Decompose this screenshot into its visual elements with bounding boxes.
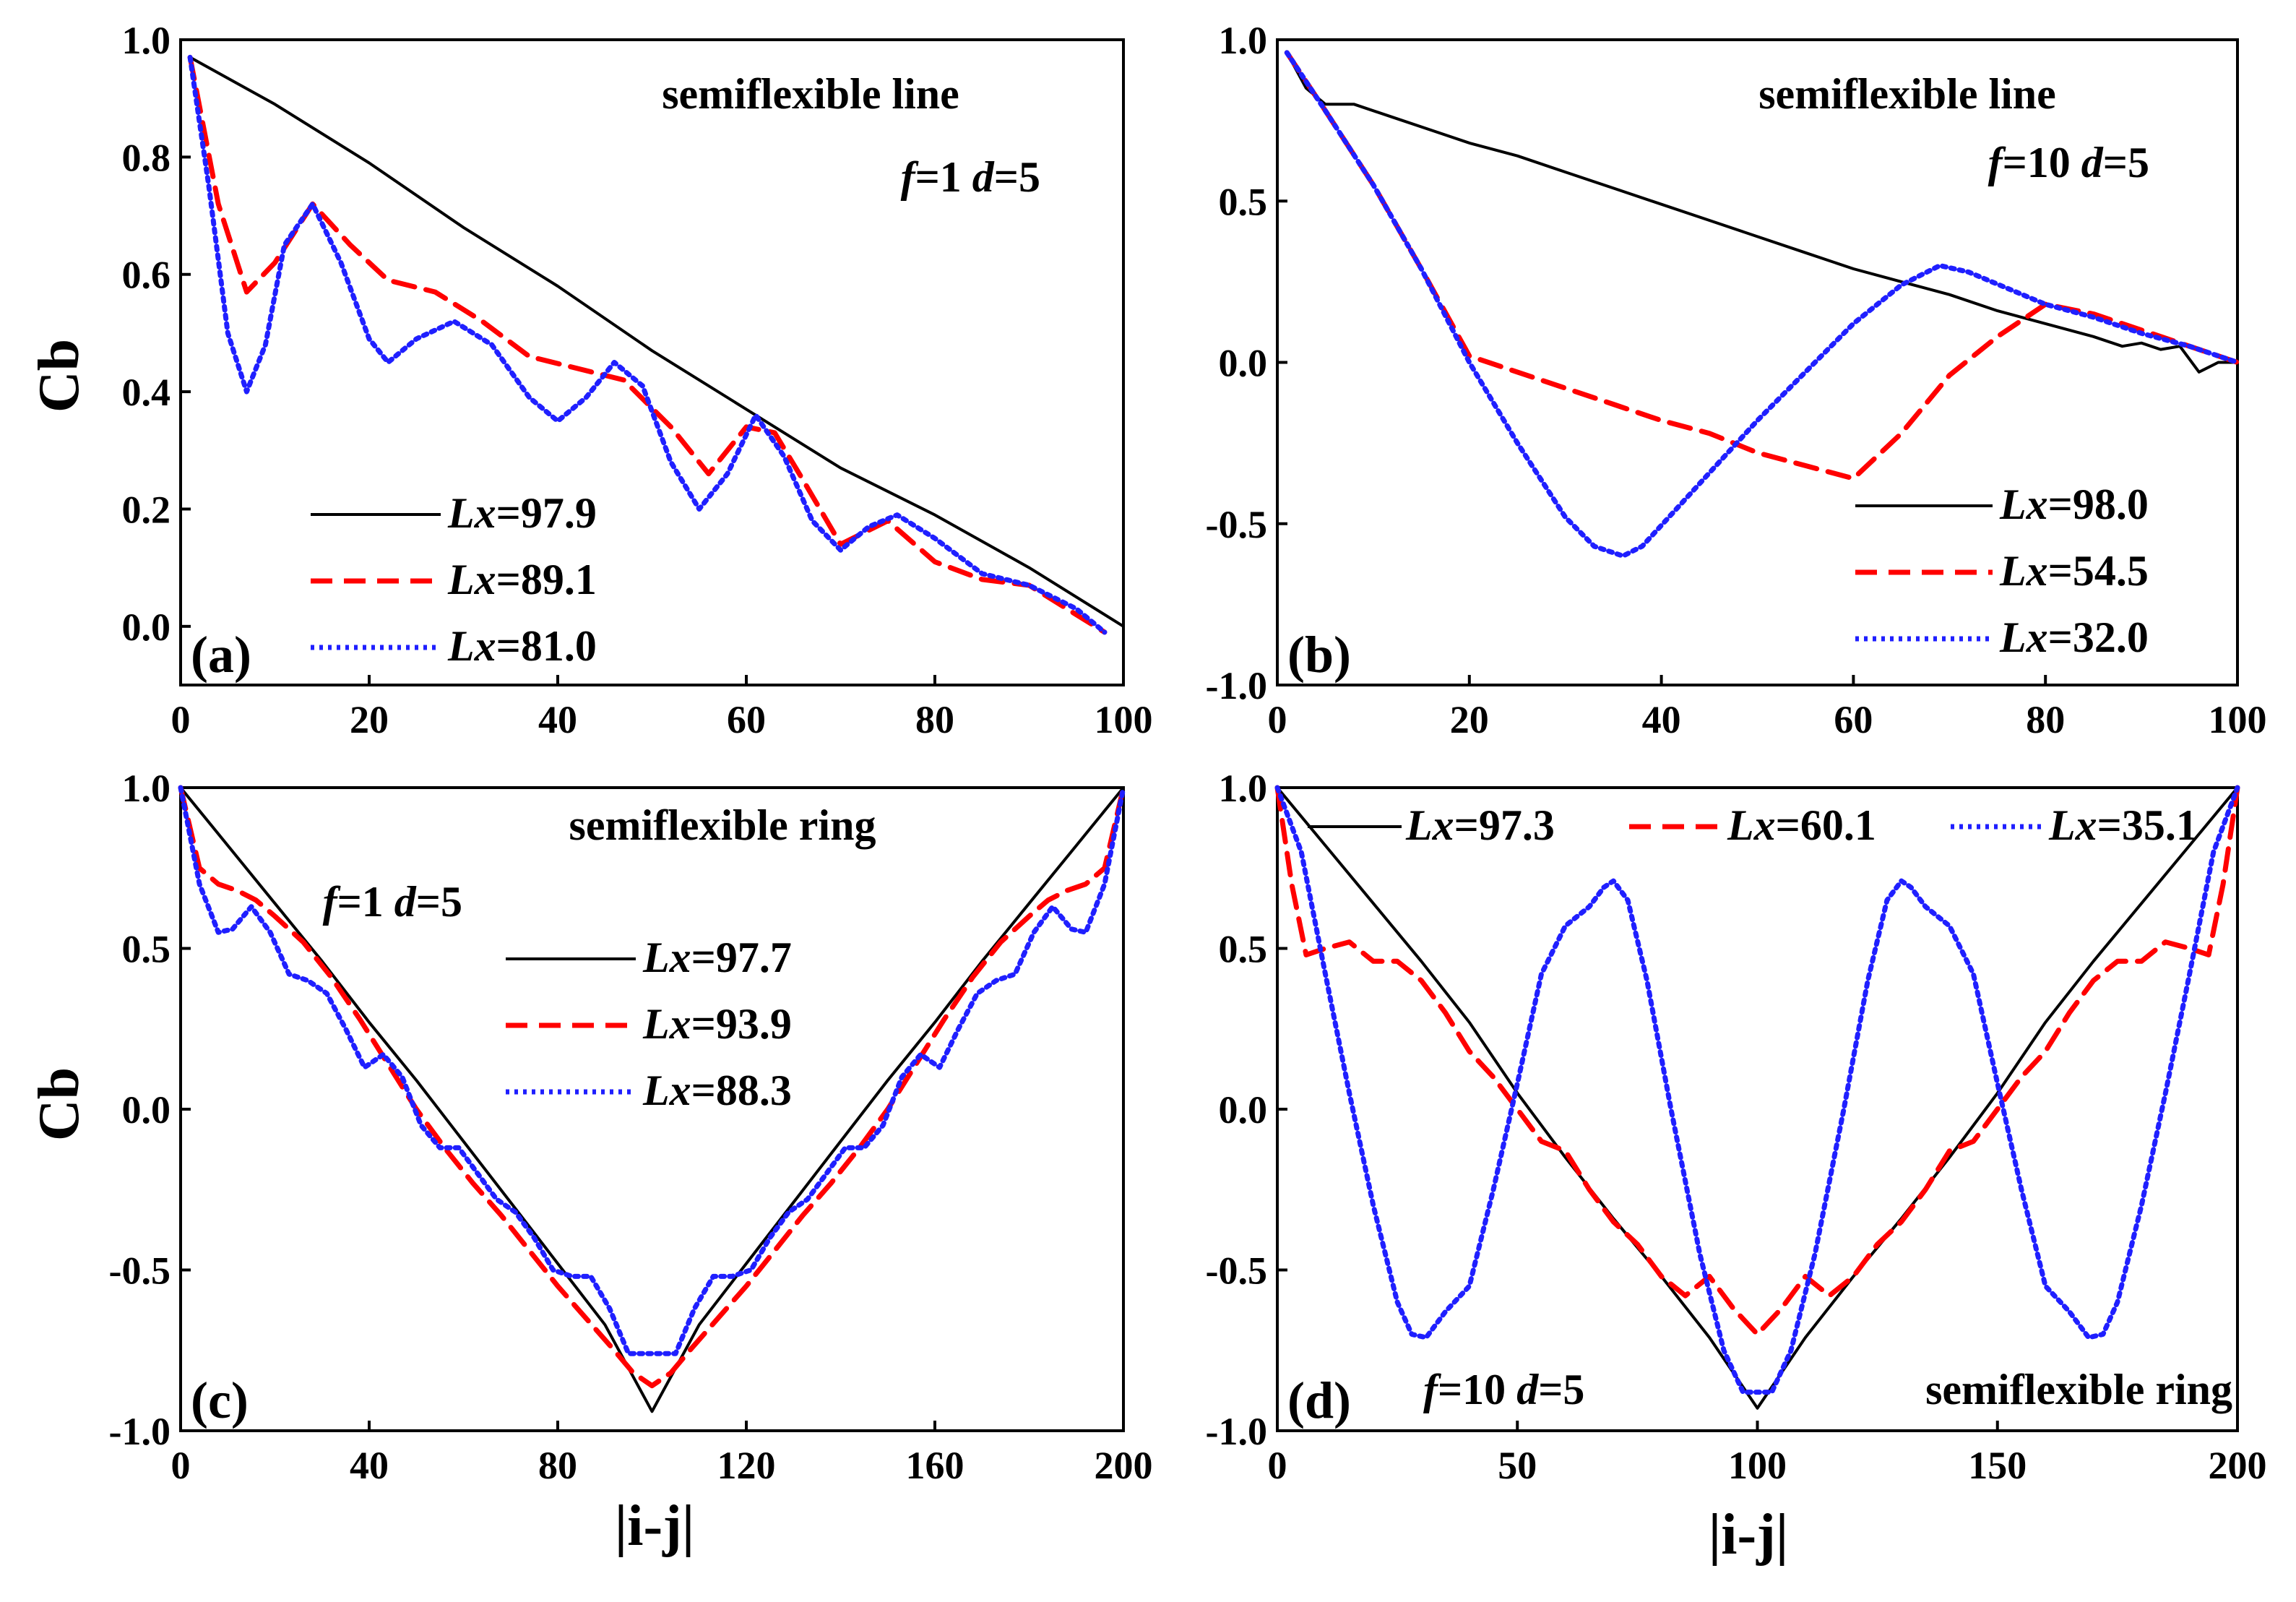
x-tick-label: 150	[1968, 1444, 2027, 1487]
legend-label: Lx=89.1	[447, 556, 597, 603]
x-tick-label: 0	[171, 1444, 191, 1487]
legend: Lx=98.0 Lx=54.5 Lx=32.0	[1855, 481, 2149, 661]
legend-label: Lx=35.1	[2048, 801, 2198, 849]
x-tick-label: 20	[1450, 698, 1489, 741]
x-tick-label: 60	[727, 698, 766, 741]
x-tick-label: 80	[538, 1444, 577, 1487]
y-tick-label: 1.0	[122, 19, 171, 62]
x-axis-title-right: |i-j|	[1709, 1503, 1789, 1567]
x-tick-label: 0	[171, 698, 191, 741]
x-tick-label: 0	[1268, 698, 1287, 741]
y-tick-label: 0.0	[122, 1088, 171, 1132]
panel-params: f=1 d=5	[323, 878, 462, 926]
x-tick-label: 200	[1095, 1444, 1153, 1487]
x-tick-label: 160	[906, 1444, 964, 1487]
x-tick-label: 80	[2026, 698, 2065, 741]
x-axis-title-left: |i-j|	[615, 1494, 695, 1558]
y-tick-label: -0.5	[1206, 503, 1267, 546]
panel-title: semiflexible line	[662, 70, 959, 118]
y-tick-label: 0.4	[122, 371, 171, 414]
series-line-solid	[1276, 786, 2239, 1410]
y-tick-label: 0.5	[122, 928, 171, 971]
legend-label: Lx=60.1	[1727, 801, 1876, 849]
series-line-solid	[189, 56, 1125, 628]
y-tick-label: 1.0	[1219, 767, 1268, 810]
y-tick-label: 1.0	[1219, 19, 1268, 62]
panel-label: (d)	[1287, 1371, 1351, 1429]
x-tick-label: 0	[1268, 1444, 1287, 1487]
y-axis-title-top: Cb	[27, 339, 91, 413]
x-tick-label: 80	[915, 698, 954, 741]
x-tick-label: 40	[350, 1444, 389, 1487]
panel-title: semiflexible line	[1758, 70, 2056, 118]
y-tick-label: 0.2	[122, 488, 171, 531]
x-tick-label: 50	[1498, 1444, 1537, 1487]
legend-label: Lx=93.9	[642, 1000, 792, 1048]
y-tick-label: 0.5	[1219, 928, 1268, 971]
y-tick-label: -0.5	[1206, 1249, 1267, 1293]
panel-params: f=10 d=5	[1988, 139, 2149, 186]
series-line-solid	[1285, 51, 2239, 374]
x-tick-label: 40	[1642, 698, 1681, 741]
panel-label: (a)	[191, 626, 251, 684]
panel-d: 0 50 100 150 200 -1.0 -0.5 0.0 0.5 1.0 (d) semiflex…	[1206, 767, 2267, 1487]
series-line-dashed	[1274, 785, 2240, 1337]
x-tick-label: 20	[350, 698, 389, 741]
panel-b: 0 20 40 60 80 100 -1.0 -0.5 0.0 0.5 1.0 (b) semiflex…	[1206, 19, 2267, 741]
x-tick-label: 200	[2209, 1444, 2267, 1487]
y-tick-label: -0.5	[109, 1249, 171, 1293]
x-tick-label: 40	[538, 698, 577, 741]
legend-label: Lx=98.0	[1999, 481, 2149, 528]
x-tick-label: 100	[1728, 1444, 1787, 1487]
x-tick-label: 100	[1095, 698, 1153, 741]
legend-label: Lx=88.3	[642, 1067, 792, 1114]
legend-label: Lx=32.0	[1999, 613, 2149, 661]
series-line-dotted	[1284, 50, 2240, 559]
legend-label: Lx=97.9	[447, 489, 597, 537]
y-tick-label: -1.0	[1206, 664, 1267, 707]
panel-c: 0 40 80 120 160 200 -1.0 -0.5 0.0 0.5 1.0 (c) semifl…	[109, 767, 1153, 1487]
x-tick-label: 100	[2209, 698, 2267, 741]
panel-a: 0 20 40 60 80 100 0.0 0.2 0.4 0.6 0.8 1.0 (a) semifle…	[122, 19, 1153, 741]
x-tick-label: 120	[717, 1444, 776, 1487]
y-tick-label: -1.0	[1206, 1410, 1267, 1453]
panel-title: semiflexible ring	[569, 801, 876, 849]
y-tick-label: 0.6	[122, 254, 171, 297]
x-tick-label: 60	[1834, 698, 1873, 741]
legend: Lx=97.3 Lx=60.1 Lx=35.1	[1308, 801, 2198, 849]
series-line-dotted	[1274, 785, 2240, 1395]
series-line-dotted	[187, 54, 1108, 635]
y-tick-label: 1.0	[122, 767, 171, 810]
panel-params: f=10 d=5	[1423, 1366, 1584, 1413]
legend-label: Lx=97.3	[1405, 801, 1555, 849]
y-tick-label: 0.5	[1219, 180, 1268, 223]
y-tick-label: 0.0	[1219, 342, 1268, 385]
series-line-solid	[179, 786, 1125, 1413]
legend-label: Lx=54.5	[1999, 547, 2149, 595]
panel-label: (c)	[191, 1371, 249, 1429]
y-tick-label: -1.0	[109, 1410, 171, 1453]
y-tick-label: 0.0	[1219, 1088, 1268, 1132]
legend-label: Lx=81.0	[447, 622, 597, 670]
series-line-dotted	[178, 785, 1126, 1356]
panel-title: semiflexible ring	[1925, 1366, 2232, 1413]
legend: Lx=97.9 Lx=89.1 Lx=81.0	[311, 489, 597, 670]
y-axis-title-bottom: Cb	[27, 1067, 91, 1141]
legend-label: Lx=97.7	[642, 934, 792, 981]
legend: Lx=97.7 Lx=93.9 Lx=88.3	[506, 934, 792, 1114]
panel-label: (b)	[1287, 626, 1351, 684]
y-tick-label: 0.8	[122, 136, 171, 179]
panel-params: f=1 d=5	[901, 153, 1040, 201]
y-tick-label: 0.0	[122, 606, 171, 649]
plot-frame	[179, 38, 1125, 686]
series-line-dashed	[178, 785, 1126, 1389]
